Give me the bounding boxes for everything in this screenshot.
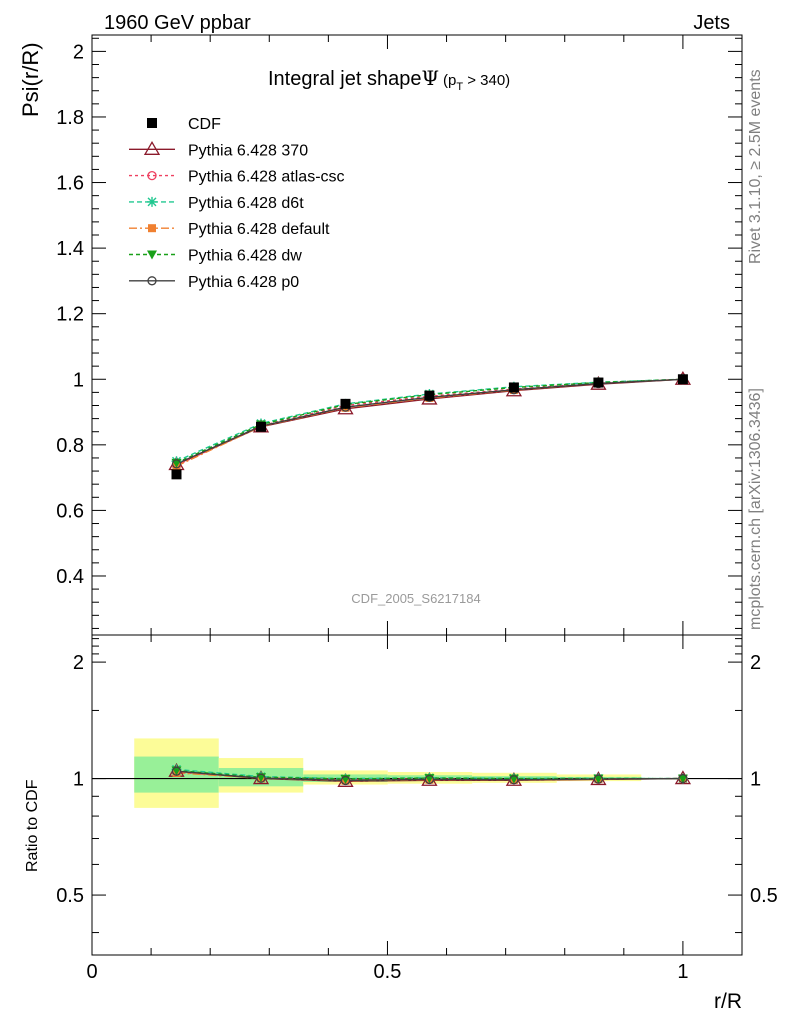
ratio-y-tick-label: 1 (73, 769, 84, 791)
legend-marker-pythia-6-428-p0 (147, 276, 157, 286)
data-point-cdf (171, 469, 182, 480)
analysis-id: CDF_2005_S6217184 (351, 591, 480, 606)
legend-label-pythia-6-428-default: Pythia 6.428 default (188, 221, 330, 238)
ratio-frame (91, 634, 743, 956)
rivet-label: Rivet 3.1.10, ≥ 2.5M events (747, 69, 764, 264)
ratio-axis-ticks: 0.5 0.5 1 1 2 2 0 0.5 1 (56, 635, 778, 983)
data-point-cdf (256, 421, 266, 432)
main-axis-ticks: 0.4 0.6 0.8 1 1.2 1.4 1.6 1.8 2 (56, 35, 743, 635)
ratio-point-pythia-6-428-p0 (593, 774, 604, 784)
ratio-y-tick-label-right: 2 (750, 652, 761, 674)
legend-marker-pythia-6-428-atlas-csc (147, 170, 157, 181)
ratio-series-markers (168, 762, 692, 787)
collider-label: 1960 GeV ppbar (104, 12, 251, 34)
legend-label-pythia-6-428-p0: Pythia 6.428 p0 (188, 274, 299, 291)
y-tick-label: 2 (73, 41, 84, 63)
y-tick-label: 1 (73, 369, 84, 391)
y-tick-label: 0.6 (56, 500, 84, 522)
y-axis-title: Psi(r/R) (18, 42, 43, 117)
y-tick-label: 1.2 (56, 304, 84, 326)
y-tick-label: 1.8 (56, 107, 84, 129)
legend-label-pythia-6-428-atlas-csc: Pythia 6.428 atlas-csc (188, 169, 345, 186)
ratio-y-axis-title: Ratio to CDF (24, 779, 41, 872)
x-axis-title: r/R (714, 990, 742, 1013)
main-panel: 0.4 0.6 0.8 1 1.2 1.4 1.6 1.8 2 Integral jet sha… (18, 34, 743, 636)
uncertainty-bands (134, 738, 642, 808)
data-point-cdf (593, 377, 604, 388)
ratio-y-tick-label-right: 0.5 (750, 885, 778, 907)
data-point-cdf (508, 382, 519, 393)
chart-title: Integral jet shapeΨ (pT > 340) (268, 66, 510, 93)
legend-marker-cdf (147, 118, 157, 128)
ratio-y-tick-label: 2 (73, 652, 84, 674)
legend-marker-pythia-6-428-default (148, 224, 156, 233)
ratio-panel: 0.5 0.5 1 1 2 2 0 0.5 1 Ratio to CDF r/R (24, 634, 778, 1013)
y-tick-label: 1.6 (56, 173, 84, 195)
ratio-point-pythia-6-428-p0 (509, 775, 519, 785)
main-series-markers (168, 370, 692, 480)
ratio-y-tick-label-right: 1 (750, 769, 761, 791)
legend-label-pythia-6-428-dw: Pythia 6.428 dw (188, 248, 302, 265)
x-tick-label: 0.5 (374, 961, 402, 983)
legend-label-pythia-6-428-d6t: Pythia 6.428 d6t (188, 195, 304, 212)
legend-marker-pythia-6-428-d6t (147, 196, 157, 207)
legend-marker-pythia-6-428-dw (147, 250, 157, 260)
data-point-pythia-6-428-p0 (171, 459, 182, 469)
y-tick-label: 0.8 (56, 435, 84, 457)
data-point-cdf (340, 398, 351, 409)
process-label: Jets (693, 12, 730, 34)
legend-label-pythia-6-428-370: Pythia 6.428 370 (188, 142, 308, 159)
y-tick-label: 1.4 (56, 238, 84, 260)
y-tick-label: 0.4 (56, 566, 84, 588)
legend: CDF Pythia 6.428 370 Pythia 6.428 atlas-cs… (129, 116, 345, 291)
ratio-point-pythia-6-428-dw (593, 774, 604, 784)
data-point-cdf (424, 390, 435, 401)
legend-label-cdf: CDF (188, 116, 221, 133)
mcplots-label: mcplots.cern.ch [arXiv:1306.3436] (747, 388, 764, 630)
ratio-point-pythia-6-428-dw (171, 766, 182, 776)
ratio-point-pythia-6-428-p0 (256, 773, 266, 783)
ratio-point-pythia-6-428-p0 (424, 774, 435, 785)
legend-marker-pythia-6-428-370 (143, 141, 161, 155)
ratio-point-pythia-6-428-p0 (340, 775, 351, 786)
ratio-point-pythia-6-428-dw (677, 774, 688, 784)
x-tick-label: 0 (86, 961, 97, 983)
x-tick-label: 1 (677, 961, 688, 983)
ratio-point-pythia-6-428-p0 (678, 773, 688, 784)
ratio-y-tick-label: 0.5 (56, 885, 84, 907)
ratio-point-pythia-6-428-p0 (171, 766, 182, 776)
data-point-cdf (677, 374, 688, 385)
